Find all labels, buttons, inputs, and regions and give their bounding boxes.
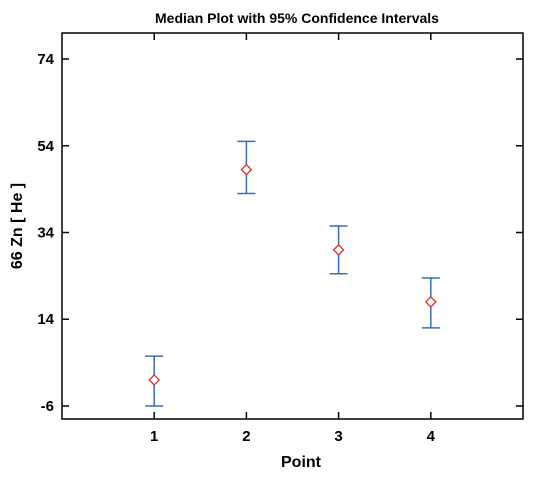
error-bar-group	[329, 225, 348, 275]
x-axis-label: Point	[281, 454, 322, 471]
y-tick-label: 14	[37, 311, 54, 328]
y-axis-label: 66 Zn [ He ]	[9, 183, 26, 269]
x-tick-label: 1	[150, 428, 158, 445]
x-tick-label: 4	[427, 428, 436, 445]
error-bar-group	[421, 277, 440, 329]
y-tick-label: 74	[37, 51, 54, 68]
x-tick-label: 3	[334, 428, 342, 445]
y-tick-label: -6	[41, 398, 54, 415]
plot-frame	[61, 32, 524, 420]
median-marker	[148, 374, 161, 386]
error-bar-group	[145, 355, 164, 407]
error-bar-group	[237, 140, 256, 195]
data-series	[145, 140, 440, 407]
median-marker	[424, 295, 437, 308]
median-marker	[332, 243, 345, 256]
y-tick-label: 34	[37, 225, 54, 242]
median-marker	[240, 163, 253, 176]
x-axis: 1 2 3 4	[150, 33, 436, 445]
chart-title: Median Plot with 95% Confidence Interval…	[155, 10, 439, 26]
y-axis: -6 14 34 54 74	[37, 51, 523, 415]
x-tick-label: 2	[242, 428, 250, 445]
y-tick-label: 54	[37, 138, 54, 155]
